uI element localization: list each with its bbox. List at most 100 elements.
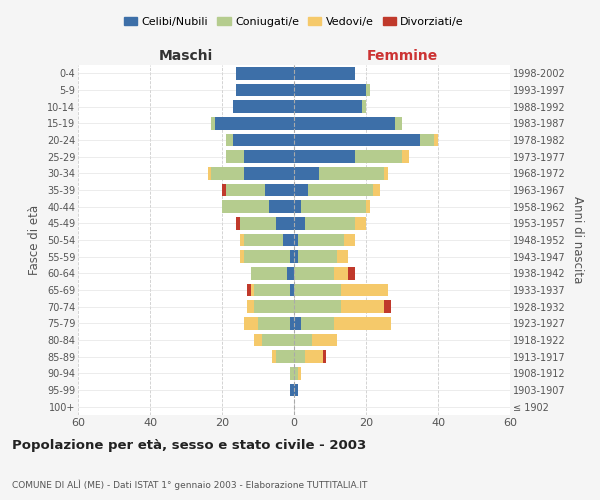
Bar [290,250,294,263]
Bar [341,284,388,296]
Bar [244,317,258,330]
Bar [236,67,294,80]
Bar [290,284,294,296]
Bar [305,217,355,230]
Text: COMUNE DI ALÌ (ME) - Dati ISTAT 1° gennaio 2003 - Elaborazione TUTTITALIA.IT: COMUNE DI ALÌ (ME) - Dati ISTAT 1° genna… [12,480,367,490]
Bar [362,100,366,113]
Y-axis label: Anni di nascita: Anni di nascita [571,196,584,284]
Bar [355,150,402,163]
Bar [319,167,384,179]
Bar [294,67,355,80]
Bar [236,217,240,230]
Bar [294,250,298,263]
Bar [308,184,373,196]
Bar [211,167,244,179]
Bar [312,334,337,346]
Bar [373,184,380,196]
Bar [287,267,294,280]
Bar [298,367,301,380]
Text: Femmine: Femmine [367,50,437,64]
Bar [276,217,294,230]
Bar [215,117,294,130]
Bar [244,250,290,263]
Bar [294,134,420,146]
Bar [298,250,337,263]
Bar [294,84,366,96]
Bar [294,117,395,130]
Bar [222,184,226,196]
Bar [294,267,334,280]
Bar [294,167,319,179]
Bar [262,334,294,346]
Bar [251,284,254,296]
Bar [294,284,341,296]
Text: Popolazione per età, sesso e stato civile - 2003: Popolazione per età, sesso e stato civil… [12,440,366,452]
Bar [269,200,294,213]
Bar [233,134,294,146]
Bar [276,350,294,363]
Bar [226,184,265,196]
Bar [294,350,305,363]
Bar [402,150,409,163]
Bar [366,84,370,96]
Bar [244,150,294,163]
Bar [323,350,326,363]
Bar [301,200,366,213]
Bar [298,234,344,246]
Bar [226,134,233,146]
Bar [348,267,355,280]
Bar [233,100,294,113]
Bar [294,184,308,196]
Y-axis label: Fasce di età: Fasce di età [28,205,41,275]
Bar [366,200,370,213]
Bar [236,84,294,96]
Bar [226,150,244,163]
Bar [334,317,391,330]
Bar [240,217,276,230]
Bar [294,300,341,313]
Bar [272,350,276,363]
Bar [208,167,211,179]
Text: Maschi: Maschi [159,50,213,64]
Bar [254,284,290,296]
Bar [222,200,269,213]
Bar [294,317,301,330]
Bar [355,217,366,230]
Bar [384,300,391,313]
Bar [290,367,294,380]
Bar [420,134,434,146]
Bar [247,284,251,296]
Bar [283,234,294,246]
Bar [254,300,294,313]
Bar [290,317,294,330]
Legend: Celibi/Nubili, Coniugati/e, Vedovi/e, Divorziati/e: Celibi/Nubili, Coniugati/e, Vedovi/e, Di… [119,13,469,32]
Bar [301,317,334,330]
Bar [244,234,283,246]
Bar [294,150,355,163]
Bar [341,300,384,313]
Bar [258,317,290,330]
Bar [305,350,323,363]
Bar [434,134,438,146]
Bar [211,117,215,130]
Bar [251,267,287,280]
Bar [247,300,254,313]
Bar [294,200,301,213]
Bar [294,217,305,230]
Bar [254,334,262,346]
Bar [384,167,388,179]
Bar [334,267,348,280]
Bar [294,100,362,113]
Bar [244,167,294,179]
Bar [337,250,348,263]
Bar [240,234,244,246]
Bar [294,334,312,346]
Bar [344,234,355,246]
Bar [240,250,244,263]
Bar [294,367,298,380]
Bar [294,234,298,246]
Bar [290,384,294,396]
Bar [265,184,294,196]
Bar [395,117,402,130]
Bar [294,384,298,396]
